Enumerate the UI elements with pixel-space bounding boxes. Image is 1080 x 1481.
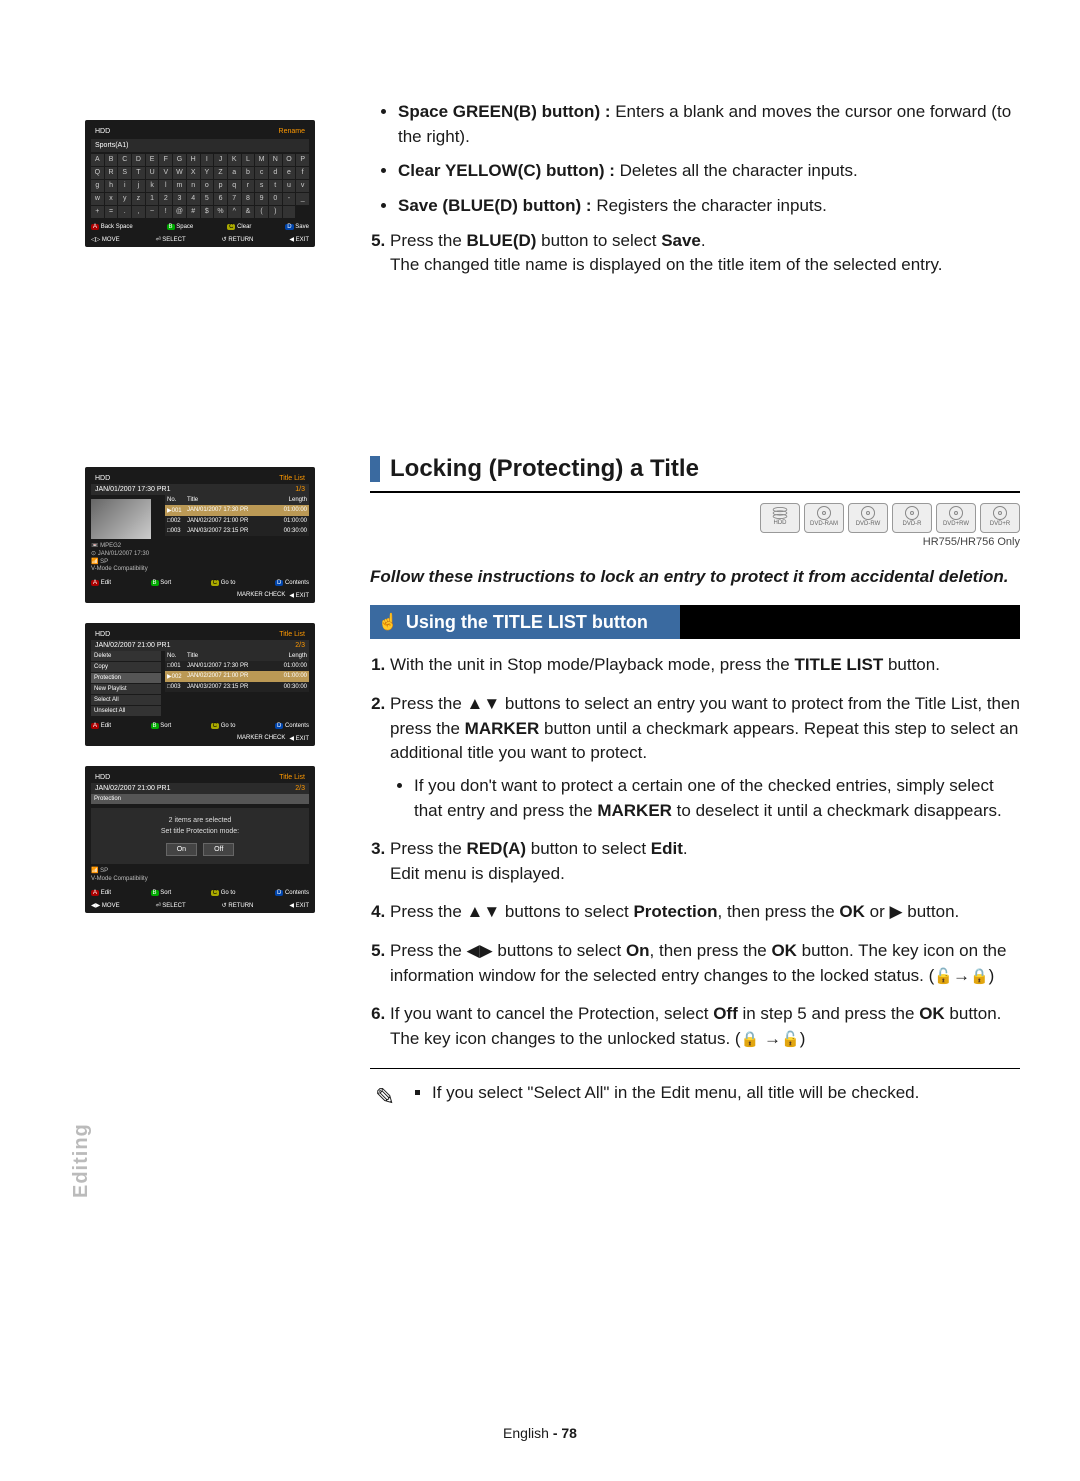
disc-icon: DVD-RAM	[804, 503, 844, 533]
screenshot-edit-menu: HDD Title List JAN/02/2007 21:00 PR1 2/3…	[85, 623, 315, 746]
model-note: HR755/HR756 Only	[370, 535, 1020, 551]
steps-list: With the unit in Stop mode/Playback mode…	[370, 653, 1020, 1051]
table-row: □003JAN/03/2007 23:15 PR00:30:00	[165, 526, 309, 536]
step-5: Press the BLUE(D) button to select Save.…	[390, 229, 1020, 278]
page-footer: English - 78	[0, 1425, 1080, 1441]
disc-icon: DVD-RW	[848, 503, 888, 533]
ss1-hdd: HDD	[95, 128, 110, 135]
bullet-item: Save (BLUE(D) button) : Registers the ch…	[398, 194, 1020, 219]
disc-icon: DVD-R	[892, 503, 932, 533]
note-box: ✎ If you select "Select All" in the Edit…	[370, 1068, 1020, 1107]
step-item: Press the ◀▶ buttons to select On, then …	[390, 939, 1020, 988]
disc-icon: DVD+R	[980, 503, 1020, 533]
menu-item: Delete	[91, 651, 161, 661]
ss1-title: Sports(A1)	[91, 139, 309, 152]
screenshot-title-list: HDD Title List JAN/01/2007 17:30 PR1 1/3…	[85, 467, 315, 603]
note-icon: ✎	[370, 1081, 400, 1107]
sub-title: Using the TITLE LIST button	[406, 609, 648, 635]
menu-item: New Playlist	[91, 684, 161, 694]
step-item: Press the ▲▼ buttons to select an entry …	[390, 692, 1020, 823]
menu-item: Unselect All	[91, 706, 161, 716]
table-row: □002JAN/02/2007 21:00 PR01:00:00	[165, 516, 309, 526]
hand-icon: ☝	[378, 611, 398, 634]
disc-icon: DVD+RW	[936, 503, 976, 533]
table-row: □003JAN/03/2007 23:15 PR00:30:00	[165, 682, 309, 692]
step-item: With the unit in Stop mode/Playback mode…	[390, 653, 1020, 678]
disc-icons-row: HDDDVD-RAMDVD-RWDVD-RDVD+RWDVD+R	[370, 503, 1020, 533]
heading-bar	[370, 456, 380, 482]
off-button: Off	[203, 843, 234, 856]
section-heading: Locking (Protecting) a Title	[370, 452, 1020, 493]
step-item: If you want to cancel the Protection, se…	[390, 1002, 1020, 1051]
table-row: ▶002JAN/02/2007 21:00 PR01:00:00	[165, 671, 309, 682]
sub-heading: ☝ Using the TITLE LIST button	[370, 605, 1020, 639]
step-item: Press the ▲▼ buttons to select Protectio…	[390, 900, 1020, 925]
menu-item: Select All	[91, 695, 161, 705]
lead-text: Follow these instructions to lock an ent…	[370, 565, 1020, 590]
menu-item: Protection	[91, 673, 161, 683]
step-item: Press the RED(A) button to select Edit.E…	[390, 837, 1020, 886]
ss1-rename: Rename	[279, 128, 305, 135]
bullet-item: Space GREEN(B) button) : Enters a blank …	[398, 100, 1020, 149]
thumbnail	[91, 499, 151, 539]
note-text: If you select "Select All" in the Edit m…	[432, 1081, 919, 1106]
section-title: Locking (Protecting) a Title	[390, 452, 699, 487]
menu-item: Copy	[91, 662, 161, 672]
side-label: Editing	[70, 1123, 93, 1198]
on-button: On	[166, 843, 197, 856]
disc-icon: HDD	[760, 503, 800, 533]
bullet-item: Clear YELLOW(C) button) : Deletes all th…	[398, 159, 1020, 184]
keyboard-grid: ABCDEFGHIJKLMNOPQRSTUVWXYZabcdefghijklmn…	[91, 154, 309, 218]
table-row: □001JAN/01/2007 17:30 PR01:00:00	[165, 661, 309, 671]
top-bullets: Space GREEN(B) button) : Enters a blank …	[370, 100, 1020, 219]
table-row: ▶001JAN/01/2007 17:30 PR01:00:00	[165, 505, 309, 516]
screenshot-rename-keyboard: HDD Rename Sports(A1) ABCDEFGHIJKLMNOPQR…	[85, 120, 315, 247]
screenshot-protection-dialog: HDD Title List JAN/02/2007 21:00 PR1 2/3…	[85, 766, 315, 913]
